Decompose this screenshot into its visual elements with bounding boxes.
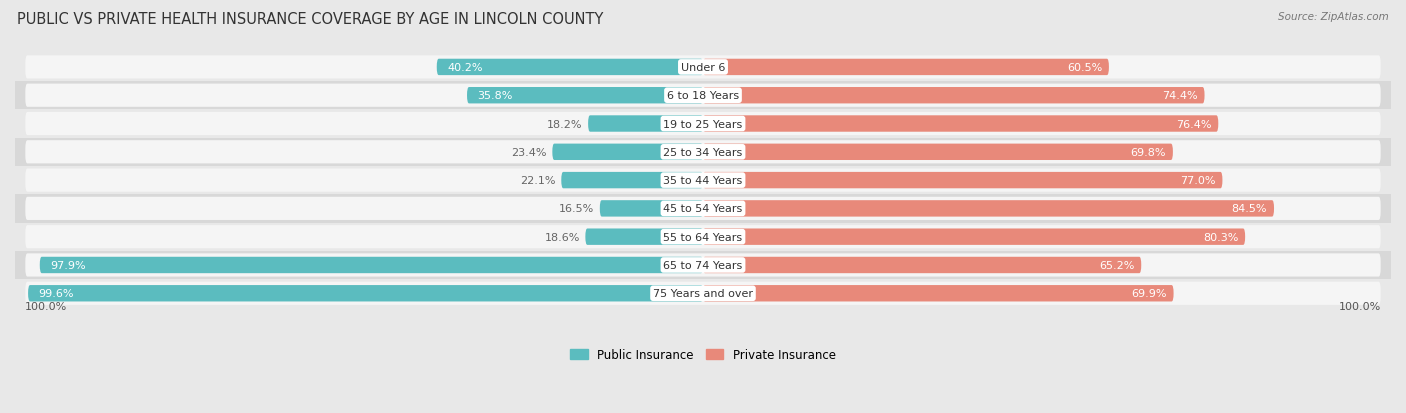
Text: 18.6%: 18.6% <box>544 232 579 242</box>
FancyBboxPatch shape <box>703 285 1174 302</box>
Text: 18.2%: 18.2% <box>547 119 582 129</box>
FancyBboxPatch shape <box>561 173 703 189</box>
Text: 35.8%: 35.8% <box>477 91 513 101</box>
FancyBboxPatch shape <box>588 116 703 133</box>
Text: PUBLIC VS PRIVATE HEALTH INSURANCE COVERAGE BY AGE IN LINCOLN COUNTY: PUBLIC VS PRIVATE HEALTH INSURANCE COVER… <box>17 12 603 27</box>
Text: 100.0%: 100.0% <box>1339 301 1381 311</box>
Text: 69.8%: 69.8% <box>1130 147 1166 157</box>
FancyBboxPatch shape <box>703 144 1173 161</box>
FancyBboxPatch shape <box>8 138 1398 166</box>
FancyBboxPatch shape <box>8 251 1398 280</box>
Text: 65.2%: 65.2% <box>1099 260 1135 271</box>
Text: 65 to 74 Years: 65 to 74 Years <box>664 260 742 271</box>
FancyBboxPatch shape <box>703 229 1246 245</box>
Text: Source: ZipAtlas.com: Source: ZipAtlas.com <box>1278 12 1389 22</box>
FancyBboxPatch shape <box>703 88 1205 104</box>
FancyBboxPatch shape <box>8 195 1398 223</box>
FancyBboxPatch shape <box>8 82 1398 110</box>
FancyBboxPatch shape <box>8 54 1398 82</box>
Text: 25 to 34 Years: 25 to 34 Years <box>664 147 742 157</box>
FancyBboxPatch shape <box>8 223 1398 251</box>
Text: 40.2%: 40.2% <box>447 63 482 73</box>
FancyBboxPatch shape <box>25 141 1381 164</box>
Text: 55 to 64 Years: 55 to 64 Years <box>664 232 742 242</box>
Text: 69.9%: 69.9% <box>1132 289 1167 299</box>
FancyBboxPatch shape <box>437 59 703 76</box>
FancyBboxPatch shape <box>703 59 1109 76</box>
FancyBboxPatch shape <box>25 225 1381 249</box>
Text: 45 to 54 Years: 45 to 54 Years <box>664 204 742 214</box>
Text: 97.9%: 97.9% <box>51 260 86 271</box>
Legend: Public Insurance, Private Insurance: Public Insurance, Private Insurance <box>565 343 841 366</box>
FancyBboxPatch shape <box>25 197 1381 221</box>
Text: Under 6: Under 6 <box>681 63 725 73</box>
FancyBboxPatch shape <box>25 282 1381 305</box>
FancyBboxPatch shape <box>703 116 1219 133</box>
FancyBboxPatch shape <box>25 113 1381 136</box>
FancyBboxPatch shape <box>28 285 703 302</box>
Text: 16.5%: 16.5% <box>560 204 595 214</box>
FancyBboxPatch shape <box>703 173 1222 189</box>
FancyBboxPatch shape <box>25 56 1381 79</box>
FancyBboxPatch shape <box>25 254 1381 277</box>
FancyBboxPatch shape <box>467 88 703 104</box>
FancyBboxPatch shape <box>585 229 703 245</box>
Text: 100.0%: 100.0% <box>25 301 67 311</box>
FancyBboxPatch shape <box>8 110 1398 138</box>
Text: 23.4%: 23.4% <box>512 147 547 157</box>
FancyBboxPatch shape <box>553 144 703 161</box>
FancyBboxPatch shape <box>39 257 703 273</box>
Text: 6 to 18 Years: 6 to 18 Years <box>666 91 740 101</box>
FancyBboxPatch shape <box>703 257 1142 273</box>
Text: 19 to 25 Years: 19 to 25 Years <box>664 119 742 129</box>
Text: 99.6%: 99.6% <box>38 289 75 299</box>
FancyBboxPatch shape <box>600 201 703 217</box>
FancyBboxPatch shape <box>703 201 1274 217</box>
Text: 74.4%: 74.4% <box>1161 91 1198 101</box>
FancyBboxPatch shape <box>8 280 1398 308</box>
Text: 60.5%: 60.5% <box>1067 63 1102 73</box>
FancyBboxPatch shape <box>25 84 1381 107</box>
Text: 77.0%: 77.0% <box>1180 176 1216 186</box>
Text: 35 to 44 Years: 35 to 44 Years <box>664 176 742 186</box>
Text: 84.5%: 84.5% <box>1232 204 1267 214</box>
Text: 76.4%: 76.4% <box>1175 119 1212 129</box>
Text: 80.3%: 80.3% <box>1204 232 1239 242</box>
Text: 75 Years and over: 75 Years and over <box>652 289 754 299</box>
FancyBboxPatch shape <box>25 169 1381 192</box>
Text: 22.1%: 22.1% <box>520 176 555 186</box>
FancyBboxPatch shape <box>8 166 1398 195</box>
